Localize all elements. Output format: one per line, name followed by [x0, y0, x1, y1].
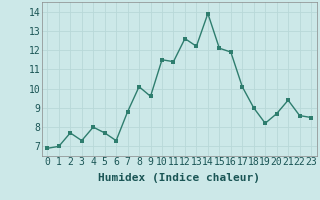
X-axis label: Humidex (Indice chaleur): Humidex (Indice chaleur) — [98, 173, 260, 183]
